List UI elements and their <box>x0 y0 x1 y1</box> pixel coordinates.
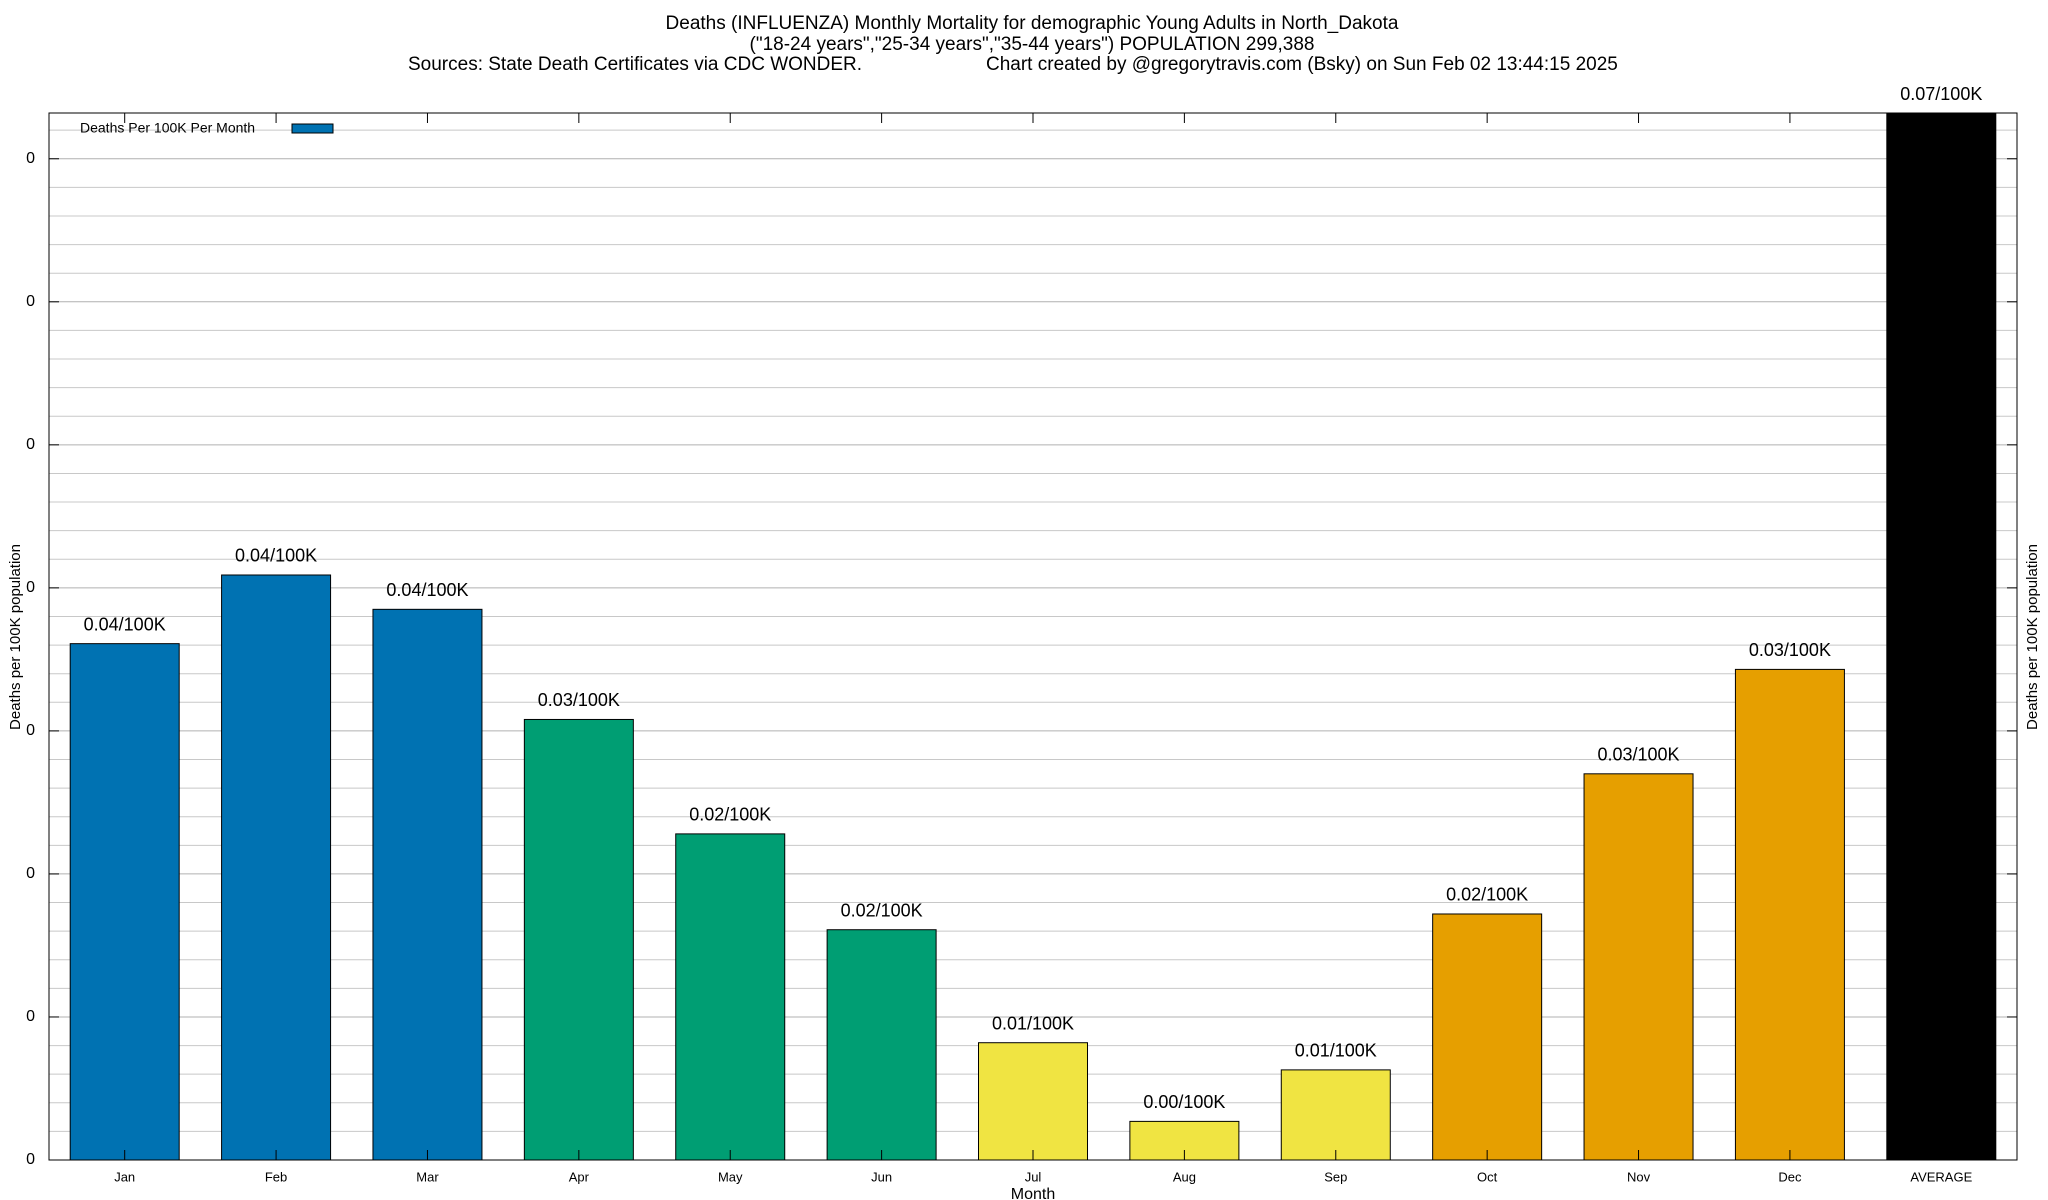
y-tick-label: 0 <box>26 436 35 453</box>
x-tick-label: Feb <box>265 1169 287 1184</box>
x-tick-label: Nov <box>1627 1169 1651 1184</box>
value-label: 0.02/100K <box>841 900 923 920</box>
bar <box>221 574 332 1160</box>
value-label: 0.02/100K <box>689 805 771 825</box>
value-label: 0.03/100K <box>538 690 620 710</box>
bar <box>1734 668 1845 1160</box>
bar <box>372 608 483 1160</box>
value-label: 0.01/100K <box>992 1013 1074 1033</box>
x-tick-label: Sep <box>1324 1169 1347 1184</box>
x-axis-label: Month <box>1011 1186 1055 1200</box>
y-tick-label: 0 <box>26 865 35 882</box>
x-tick-label: Apr <box>569 1169 590 1184</box>
bar <box>1280 1069 1391 1160</box>
y-tick-label: 0 <box>26 150 35 167</box>
grid <box>49 129 2017 1161</box>
x-tick-label: Jan <box>114 1169 135 1184</box>
bar <box>1432 913 1543 1160</box>
value-label: 0.00/100K <box>1143 1092 1225 1112</box>
credit: Chart created by @gregorytravis.com (Bsk… <box>986 54 1618 75</box>
y-axis-label: Deaths per 100K population <box>7 544 24 730</box>
y-tick-label: 0 <box>26 722 35 739</box>
bar <box>1886 113 1997 1160</box>
value-label: 0.03/100K <box>1749 640 1831 660</box>
chart-title: Deaths (INFLUENZA) Monthly Mortality for… <box>666 13 1399 34</box>
y2-axis-label: Deaths per 100K population <box>2024 544 2041 730</box>
x-tick-label: Dec <box>1778 1169 1802 1184</box>
bar <box>675 833 786 1160</box>
x-tick-label: May <box>718 1169 743 1184</box>
y-tick-label: 0 <box>26 1151 35 1168</box>
legend-swatch <box>291 123 334 134</box>
x-tick-label: Oct <box>1477 1169 1498 1184</box>
value-label: 0.03/100K <box>1597 745 1679 765</box>
y-tick-label: 0 <box>26 579 35 596</box>
x-tick-label: AVERAGE <box>1910 1169 1972 1184</box>
x-tick-label: Jun <box>871 1169 892 1184</box>
bar <box>69 643 180 1160</box>
bar <box>1583 773 1694 1160</box>
y-tick-label: 0 <box>26 1008 35 1025</box>
bar <box>523 718 634 1160</box>
y-tick-label: 0 <box>26 293 35 310</box>
value-label: 0.04/100K <box>235 546 317 566</box>
value-label: 0.04/100K <box>84 614 166 634</box>
legend-label: Deaths Per 100K Per Month <box>80 120 255 136</box>
value-label: 0.01/100K <box>1295 1041 1377 1061</box>
value-label: 0.02/100K <box>1446 885 1528 905</box>
x-tick-label: Mar <box>416 1169 439 1184</box>
value-label: 0.07/100K <box>1900 84 1982 104</box>
x-tick-label: Jul <box>1025 1169 1042 1184</box>
plot-frame <box>48 112 2018 1161</box>
value-label: 0.04/100K <box>386 580 468 600</box>
chart-subtitle: ("18-24 years","25-34 years","35-44 year… <box>750 34 1315 55</box>
bar <box>978 1042 1088 1160</box>
source: Sources: State Death Certificates via CD… <box>408 54 862 75</box>
x-tick-label: Aug <box>1173 1169 1196 1184</box>
bar <box>826 929 937 1160</box>
bars <box>69 113 1997 1160</box>
